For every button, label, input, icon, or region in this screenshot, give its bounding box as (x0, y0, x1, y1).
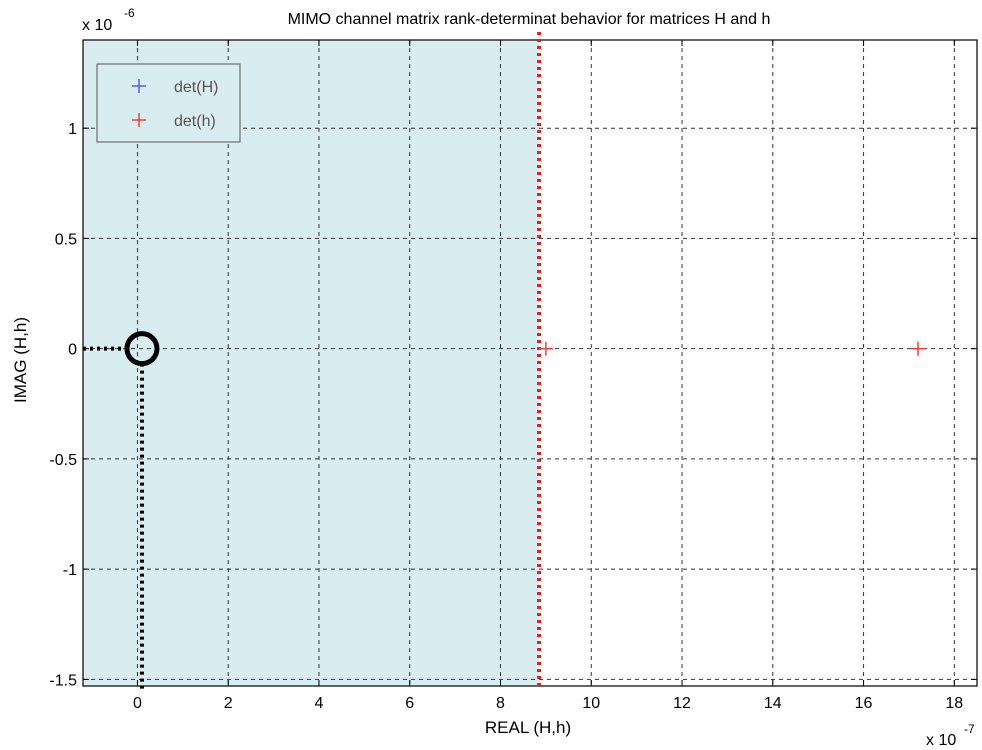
x-tick-label: 8 (496, 695, 505, 712)
y-axis-label: IMAG (H,h) (11, 317, 30, 403)
x-tick-label: 10 (582, 695, 600, 712)
x-tick-label: 0 (133, 695, 142, 712)
y-tick-label: 0.5 (55, 231, 77, 248)
plot-area-frame (82, 39, 978, 687)
legend-label-det-H: det(H) (174, 79, 218, 96)
x-tick-label: 16 (855, 695, 873, 712)
y-tick-label: 0 (68, 342, 77, 359)
x-tick-label: 12 (673, 695, 691, 712)
legend-box (96, 63, 241, 143)
x-tick-label: 14 (764, 695, 782, 712)
x-tick-label: 4 (315, 695, 324, 712)
x-axis-label: REAL (H,h) (485, 718, 571, 737)
legend-plus-det-h (132, 113, 146, 127)
legend-plus-det-H (132, 79, 146, 93)
legend-marker-det-H (132, 79, 146, 93)
shaded-region (83, 40, 540, 686)
x-exponent-power: -7 (964, 722, 975, 736)
axis-ticks: 0 2 4 6 8 10 12 14 16 18 -1.5 -1 -0.5 0 0.5 1 (49, 40, 977, 712)
x-tick-label: 6 (405, 695, 414, 712)
legend: det(H) det(h) (96, 63, 241, 143)
y-exponent-label: x 10 (82, 17, 112, 34)
data-point-series-1 (911, 341, 926, 356)
y-exponent-power: -6 (124, 6, 135, 20)
legend-marker-det-h (132, 113, 146, 127)
origin-circle (124, 331, 160, 367)
x-exponent-label: x 10 (926, 732, 956, 749)
y-tick-label: -1 (63, 562, 77, 579)
data-point-series-1 (538, 341, 553, 356)
chart-title: MIMO channel matrix rank-determinat beha… (288, 11, 771, 28)
x-tick-label: 18 (945, 695, 963, 712)
data-points (538, 341, 926, 356)
grid (83, 40, 977, 686)
y-tick-label: 1 (68, 121, 77, 138)
legend-label-det-h: det(h) (174, 113, 216, 130)
y-tick-label: -1.5 (49, 672, 77, 689)
y-tick-label: -0.5 (49, 452, 77, 469)
x-tick-label: 2 (224, 695, 233, 712)
